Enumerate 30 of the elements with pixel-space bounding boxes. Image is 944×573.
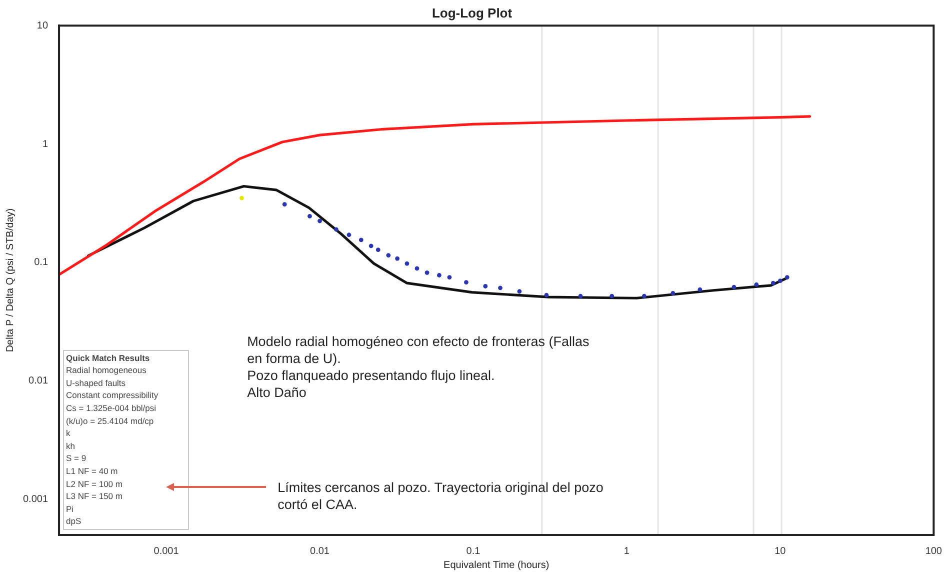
annotation: Cs = 1.325e-004 bbl/psi bbox=[66, 402, 158, 415]
annotation: L2 NF = 100 m bbox=[66, 478, 124, 490]
annotation: Quick Match Results bbox=[66, 352, 151, 364]
y-tick-label: 0.1 bbox=[34, 257, 48, 268]
y-tick-label: 10 bbox=[36, 20, 48, 32]
annotation: S = 9 bbox=[66, 452, 88, 465]
y-axis-title: Delta P / Delta Q (psi / STB/day) bbox=[4, 208, 16, 352]
annotation: (k/u)o = 25.4104 md/cp bbox=[66, 414, 155, 428]
annotation: Constant compressibility bbox=[66, 389, 160, 402]
x-tick-label: 0.1 bbox=[466, 546, 481, 557]
annotation: U-shaped faults bbox=[66, 376, 127, 390]
x-tick-label: 100 bbox=[925, 546, 942, 557]
annotation: k bbox=[66, 427, 72, 440]
annotation: Límites cercanos al pozo. Trayectoria original del pozo cortó el CAA. bbox=[278, 478, 604, 513]
annotation: Modelo radial homogéneo con efecto de fronteras (Fallas en forma de U). Pozo flanqueado presentando flujo lineal. Alto Daño bbox=[247, 333, 590, 402]
x-axis-title: Equivalent Time (hours) bbox=[444, 560, 550, 571]
y-tick-label: 0.001 bbox=[22, 494, 48, 506]
x-tick-label: 0.001 bbox=[154, 546, 180, 557]
x-tick-label: 10 bbox=[774, 546, 786, 557]
annotation: Pi bbox=[66, 502, 75, 516]
x-tick-label: 1 bbox=[624, 546, 630, 557]
annotation: Radial homogeneous bbox=[66, 364, 148, 377]
annotation: L3 NF = 150 m bbox=[66, 490, 124, 503]
annotation: dpS bbox=[66, 515, 82, 528]
annotation: kh bbox=[66, 440, 76, 452]
annotation: L1 NF = 40 m bbox=[66, 464, 119, 478]
y-tick-label: 0.01 bbox=[28, 376, 48, 387]
x-tick-label: 0.01 bbox=[310, 546, 330, 557]
y-tick-label: 1 bbox=[42, 138, 48, 150]
chart-title: Log-Log Plot bbox=[432, 5, 513, 20]
